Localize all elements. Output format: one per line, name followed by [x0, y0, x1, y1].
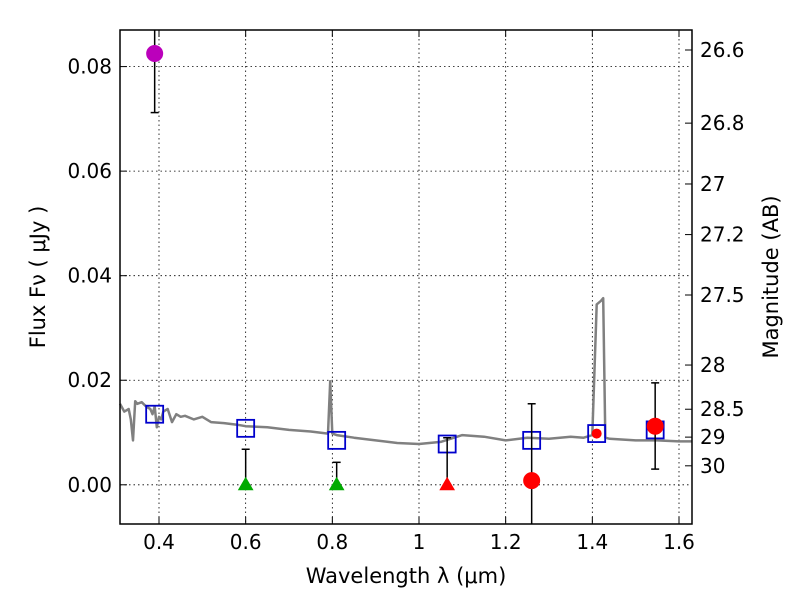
y-tick-label: 0.06 [67, 159, 112, 183]
detection-point [523, 472, 541, 490]
y2-tick-label: 26.6 [700, 38, 745, 62]
model-photometry-square [327, 430, 347, 450]
model-photometry-square [236, 418, 256, 438]
detection-point [646, 417, 664, 435]
y2-tick-label: 26.8 [700, 111, 745, 135]
detection-point [146, 45, 164, 63]
y-tick-label: 0.04 [67, 264, 112, 288]
upper-limit-triangle [237, 476, 254, 491]
detection-point [591, 428, 602, 439]
y-tick-label: 0.00 [67, 473, 112, 497]
series-layer [118, 30, 692, 524]
y2-tick-label: 28.5 [700, 397, 745, 421]
y2-axis-title: Magnitude (AB) [759, 195, 783, 358]
y-tick-label: 0.08 [67, 55, 112, 79]
y-tick-label: 0.02 [67, 368, 112, 392]
model-photometry-square [587, 424, 607, 443]
y2-tick-label: 30 [700, 454, 725, 478]
x-tick-label: 0.8 [316, 530, 348, 554]
y2-tick-label: 27.2 [700, 223, 745, 247]
plot-frame [119, 29, 693, 525]
y2-tick-label: 27.5 [700, 283, 745, 307]
x-tick-label: 1.6 [663, 530, 695, 554]
x-tick-label: 0.4 [143, 530, 175, 554]
x-tick-label: 0.6 [230, 530, 262, 554]
upper-limit-triangle [439, 476, 456, 491]
model-photometry-square [145, 404, 165, 424]
x-tick-label: 1.2 [490, 530, 522, 554]
x-tick-label: 1.4 [576, 530, 608, 554]
y2-tick-label: 27 [700, 172, 725, 196]
y2-tick-label: 29 [700, 425, 725, 449]
x-tick-label: 1 [413, 530, 426, 554]
axes-layer: 0.4 0.6 0.8 1 1.2 1.4 1.6 0.00 0.02 0.04 0.06 0.08 2… [67, 30, 745, 554]
sed-model-line [118, 296, 692, 446]
x-axis-title: Wavelength λ (μm) [306, 564, 507, 588]
grid-lines [120, 30, 692, 524]
upper-limit-triangle [328, 476, 345, 491]
y-axis-title: Flux Fν ( μJy ) [26, 206, 50, 349]
y2-tick-label: 28 [700, 353, 725, 377]
